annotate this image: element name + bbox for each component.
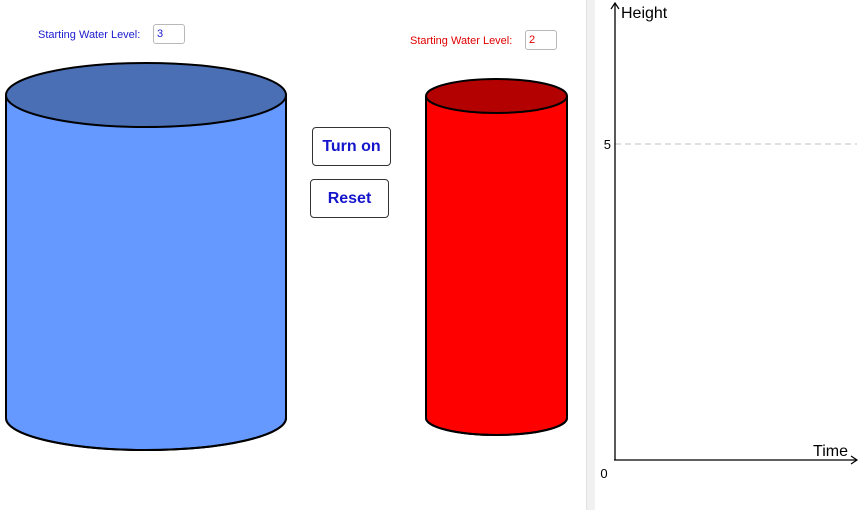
red-cylinder-top bbox=[425, 78, 568, 114]
blue-cylinder bbox=[5, 62, 287, 451]
y-tick-label-5: 5 bbox=[604, 137, 611, 152]
graph-axes bbox=[610, 1, 859, 465]
tanks-canvas bbox=[5, 62, 568, 451]
x-tick-label-0: 0 bbox=[600, 466, 607, 481]
blue-cylinder-bottom-front bbox=[5, 417, 287, 451]
blue-cylinder-top bbox=[5, 62, 287, 128]
turn-on-button[interactable]: Turn on bbox=[312, 127, 391, 166]
graph-grid bbox=[615, 143, 857, 145]
blue-starting-level-input[interactable] bbox=[153, 24, 185, 44]
red-starting-level-input[interactable] bbox=[525, 30, 557, 50]
red-cylinder bbox=[425, 78, 568, 436]
graph-tick-labels: 0510155101520253035 bbox=[600, 137, 611, 481]
blue-cylinder-fill-overlay bbox=[6, 95, 286, 418]
red-starting-level-label: Starting Water Level: bbox=[410, 35, 513, 47]
pane-divider[interactable] bbox=[586, 0, 595, 510]
x-axis-arrow-icon bbox=[850, 455, 859, 465]
x-axis-title: Time bbox=[813, 443, 848, 460]
blue-starting-level-label: Starting Water Level: bbox=[38, 29, 141, 41]
reset-button[interactable]: Reset bbox=[310, 179, 389, 218]
y-axis-arrow-icon bbox=[610, 1, 620, 10]
y-axis-title: Height bbox=[621, 5, 668, 22]
red-cylinder-fill-overlay bbox=[426, 96, 567, 418]
red-cylinder-bottom-front bbox=[425, 417, 568, 436]
